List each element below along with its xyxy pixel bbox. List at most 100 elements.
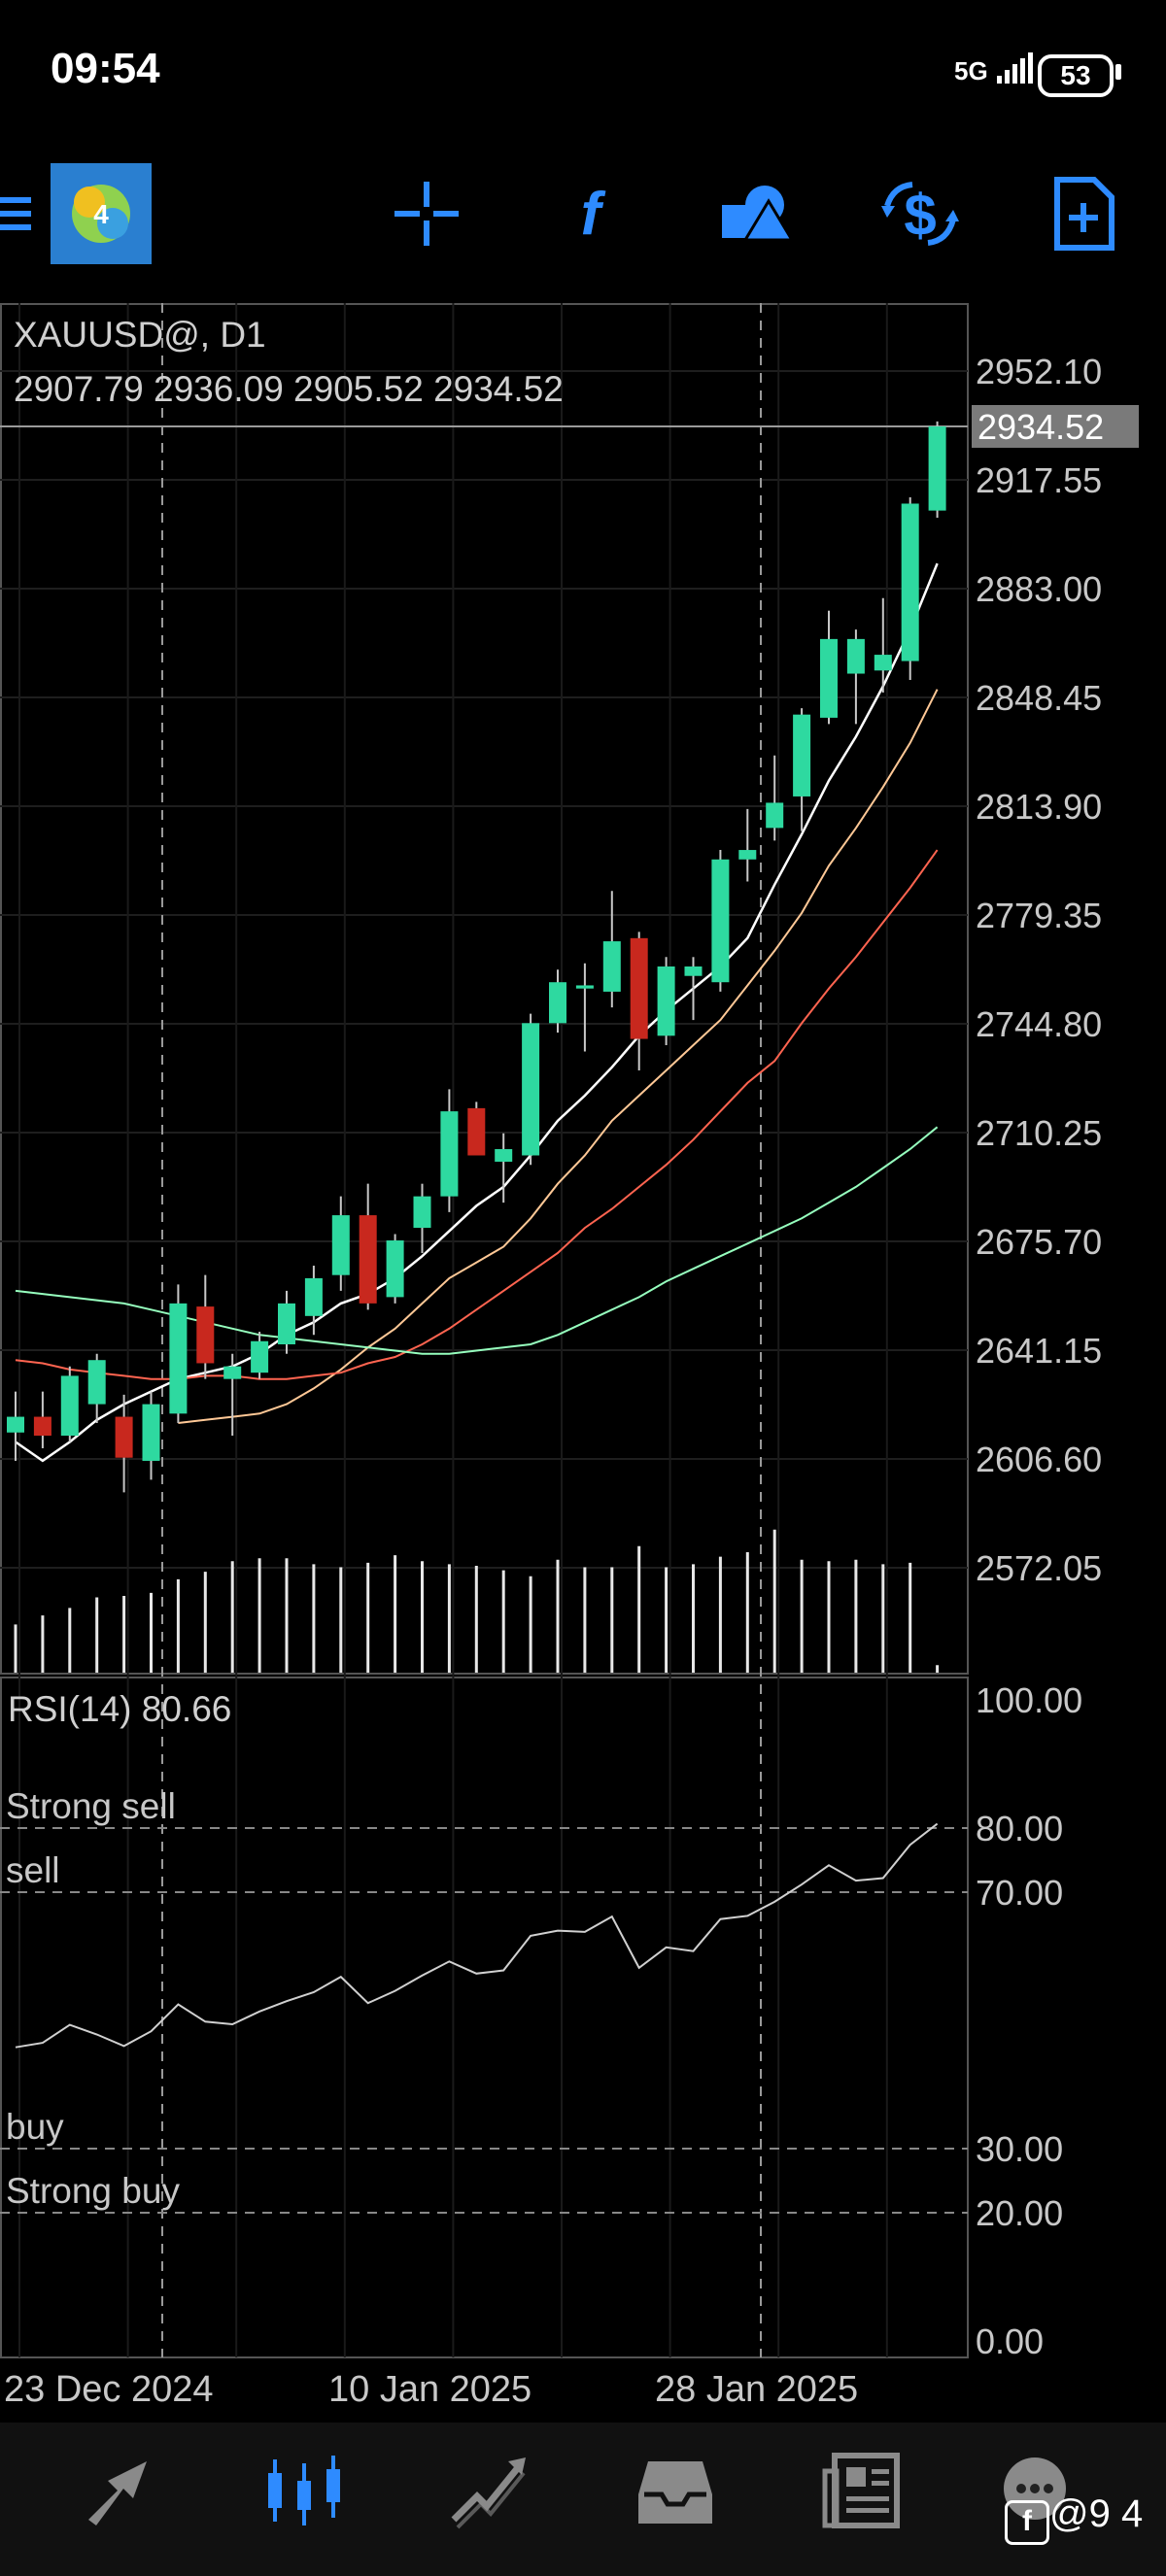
candle (413, 1196, 431, 1229)
rsi-tick-label: 30.00 (976, 2129, 1063, 2169)
date-tick-label: 10 Jan 2025 (328, 2369, 532, 2410)
candle (522, 1023, 540, 1156)
history-icon[interactable] (622, 2442, 729, 2539)
price-tick-label: 2883.00 (976, 569, 1102, 609)
objects-icon[interactable] (702, 155, 808, 272)
price-tick-label: 2641.15 (976, 1331, 1102, 1371)
candle (630, 937, 648, 1039)
status-bar: 09:54 5G 53 (0, 0, 1166, 146)
svg-text:$: $ (904, 183, 936, 248)
current-price-badge (972, 404, 1139, 448)
candle (467, 1107, 486, 1156)
facebook-icon: f (1005, 2500, 1049, 2545)
candle (549, 982, 566, 1024)
price-tick-label: 2744.80 (976, 1004, 1102, 1044)
quotes-icon[interactable] (66, 2442, 173, 2539)
candle (738, 850, 757, 860)
rsi-level-label: Strong buy (6, 2171, 180, 2211)
signal-bars-icon (996, 52, 1033, 84)
price-tick-label: 2606.60 (976, 1440, 1102, 1479)
candle (495, 1149, 513, 1162)
symbol-dollar-icon[interactable]: $ (867, 155, 974, 272)
candle (87, 1360, 106, 1405)
volume-bars (14, 1529, 940, 1673)
price-tick-label: 2572.05 (976, 1548, 1102, 1588)
candle (359, 1215, 377, 1304)
svg-text:4: 4 (93, 199, 109, 229)
candle (874, 655, 892, 671)
candle (278, 1303, 295, 1345)
trade-icon[interactable] (435, 2442, 542, 2539)
battery-icon: 53 (1038, 54, 1114, 97)
candle (440, 1111, 459, 1197)
price-tick-label: 2848.45 (976, 678, 1102, 718)
date-tick-label: 28 Jan 2025 (655, 2369, 858, 2410)
candle (251, 1340, 269, 1373)
indicators-icon[interactable]: f (537, 155, 644, 272)
crosshair-icon[interactable] (373, 155, 480, 272)
chart-grid (0, 303, 969, 2358)
date-tick-label: 23 Dec 2024 (4, 2369, 214, 2410)
candle (711, 859, 730, 983)
candle (684, 966, 703, 976)
price-tick-label: 2813.90 (976, 787, 1102, 827)
candle (901, 503, 919, 661)
price-panel-frame (0, 303, 969, 1675)
messages-icon[interactable] (981, 2442, 1088, 2539)
candle (196, 1306, 215, 1364)
rsi-tick-label: 70.00 (976, 1873, 1063, 1913)
candle (575, 985, 594, 989)
candle (657, 966, 675, 1036)
rsi-level-label: Strong sell (6, 1786, 176, 1826)
chart-area[interactable]: Strong sell sell buy Strong buy 2952.10 2917… (0, 303, 1166, 2427)
moving-averages (15, 562, 939, 1463)
candle (820, 638, 838, 718)
rsi-panel: Strong sell sell buy Strong buy (0, 1786, 968, 2214)
new-document-icon[interactable] (1030, 155, 1137, 272)
candle (223, 1366, 242, 1379)
rsi-level-label: sell (6, 1850, 60, 1890)
candle (169, 1303, 188, 1414)
battery-level: 53 (1060, 60, 1091, 90)
candle (602, 941, 621, 992)
candles (7, 421, 946, 1493)
ohlc-header: 2907.79 2936.09 2905.52 2934.52 (14, 369, 564, 409)
ma-line-3 (15, 1126, 939, 1355)
rsi-panel-frame (0, 1677, 969, 2358)
status-time: 09:54 (51, 45, 160, 92)
battery-tip (1115, 64, 1121, 80)
rsi-tick-label: 80.00 (976, 1809, 1063, 1848)
price-tick-label: 2710.25 (976, 1113, 1102, 1153)
candle (7, 1416, 24, 1433)
candle (928, 425, 946, 511)
chart-title: XAUUSD@, D1 (14, 315, 266, 355)
price-tick-label: 2917.55 (976, 460, 1102, 500)
metatrader-logo-icon[interactable]: 4 (49, 155, 154, 272)
current-price-label: 2934.52 (977, 407, 1104, 447)
bottom-navigation: f @9 4 (0, 2423, 1166, 2576)
candle (386, 1240, 404, 1298)
rsi-title: RSI(14) 80.66 (8, 1689, 231, 1729)
candle (793, 714, 811, 797)
candle (115, 1416, 133, 1458)
candle (33, 1416, 51, 1437)
menu-icon[interactable] (0, 155, 39, 272)
candle (331, 1215, 350, 1275)
price-tick-label: 2952.10 (976, 352, 1102, 391)
chart-candles-icon[interactable] (251, 2442, 358, 2539)
rsi-level-label: buy (6, 2107, 64, 2147)
price-tick-label: 2779.35 (976, 896, 1102, 935)
axis-labels: 2952.10 2917.55 2883.00 2848.45 2813.90 2779.… (4, 352, 1139, 2410)
ma-line-2 (15, 849, 939, 1380)
rsi-tick-label: 0.00 (976, 2322, 1044, 2361)
rsi-tick-label: 20.00 (976, 2193, 1063, 2233)
rsi-tick-label: 100.00 (976, 1680, 1082, 1720)
price-tick-label: 2675.70 (976, 1222, 1102, 1262)
price-chart[interactable]: Strong sell sell buy Strong buy 2952.10 2917… (0, 303, 1166, 2423)
candle (766, 802, 784, 829)
ma-line-0 (15, 562, 939, 1463)
candle (142, 1404, 160, 1461)
ma-line-1 (178, 689, 939, 1424)
candle (60, 1375, 79, 1437)
news-icon[interactable] (808, 2442, 915, 2539)
